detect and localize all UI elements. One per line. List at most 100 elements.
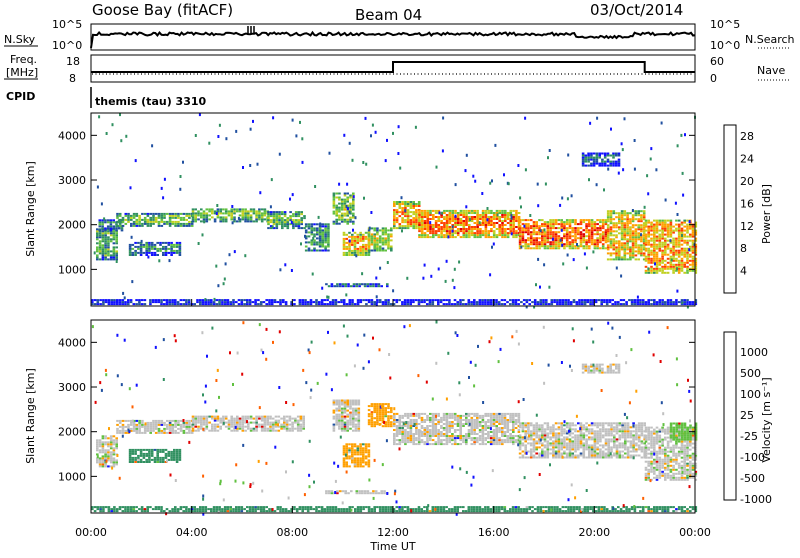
range-cell <box>512 236 515 238</box>
scatter-cell <box>302 161 304 164</box>
range-cell <box>512 216 515 218</box>
range-cell <box>410 223 413 225</box>
range-cell <box>115 445 118 447</box>
range-cell <box>493 421 496 423</box>
range-cell <box>482 421 485 423</box>
range-cell <box>593 153 596 155</box>
range-cell <box>129 449 132 451</box>
range-cell <box>623 299 626 301</box>
range-cell <box>569 233 572 235</box>
range-cell <box>471 230 474 232</box>
range-cell <box>368 409 371 411</box>
range-cell <box>191 426 194 428</box>
range-cell <box>147 426 150 428</box>
scatter-cell <box>312 273 314 276</box>
range-cell <box>588 235 591 237</box>
range-cell <box>173 457 176 459</box>
range-cell <box>155 299 158 301</box>
range-cell <box>313 250 316 252</box>
range-cell <box>357 240 360 242</box>
range-cell <box>365 303 368 305</box>
range-cell <box>289 418 292 420</box>
scatter-cell <box>375 131 377 134</box>
range-cell <box>335 223 338 225</box>
range-cell <box>399 215 402 217</box>
range-cell <box>169 430 172 432</box>
range-cell <box>689 301 692 303</box>
range-cell <box>247 220 250 222</box>
range-cell <box>670 266 673 268</box>
range-cell <box>650 299 653 301</box>
range-cell <box>443 218 446 220</box>
range-cell <box>99 240 102 242</box>
range-cell <box>102 238 105 240</box>
range-cell <box>544 237 547 239</box>
range-cell <box>538 245 541 247</box>
range-cell <box>642 301 645 303</box>
range-cell <box>299 303 302 305</box>
range-cell <box>487 210 490 212</box>
scatter-cell <box>669 239 671 242</box>
range-cell <box>343 463 346 465</box>
range-cell <box>115 227 118 229</box>
range-cell <box>319 239 322 241</box>
range-cell <box>141 299 144 301</box>
range-cell <box>255 220 258 222</box>
range-cell <box>692 270 695 272</box>
range-cell <box>96 439 99 441</box>
range-cell <box>376 227 379 229</box>
range-cell <box>558 247 561 249</box>
range-cell <box>626 224 629 226</box>
range-cell <box>598 163 601 165</box>
range-cell <box>618 220 621 222</box>
range-cell <box>580 237 583 239</box>
range-cell <box>448 423 451 425</box>
range-cell <box>373 423 376 425</box>
range-cell <box>255 426 258 428</box>
range-cell <box>369 285 372 287</box>
range-cell <box>426 435 429 437</box>
range-cell <box>692 266 695 268</box>
range-cell <box>141 225 144 227</box>
range-cell <box>555 235 558 237</box>
range-cell <box>415 227 418 229</box>
range-cell <box>335 418 338 420</box>
range-cell <box>493 218 496 220</box>
range-cell <box>615 236 618 238</box>
range-cell <box>647 220 650 222</box>
range-cell <box>443 226 446 228</box>
range-cell <box>324 248 327 250</box>
range-cell <box>376 403 379 405</box>
range-cell <box>426 425 429 427</box>
range-cell <box>343 457 346 459</box>
range-cell <box>487 212 490 214</box>
range-cell <box>465 234 468 236</box>
range-cell <box>594 233 597 235</box>
range-cell <box>158 424 161 426</box>
range-cell <box>354 445 357 447</box>
range-cell <box>211 424 214 426</box>
range-cell <box>459 303 462 305</box>
range-cell <box>446 222 449 224</box>
range-cell <box>675 299 678 301</box>
range-cell <box>148 459 151 461</box>
range-cell <box>424 427 427 429</box>
range-cell <box>133 223 136 225</box>
range-cell <box>410 201 413 203</box>
scatter-cell <box>452 225 454 228</box>
range-cell <box>465 413 468 415</box>
range-cell <box>664 234 667 236</box>
range-cell <box>647 228 650 230</box>
range-cell <box>368 237 371 239</box>
range-cell <box>672 264 675 266</box>
range-cell <box>468 228 471 230</box>
range-cell <box>172 424 175 426</box>
range-cell <box>617 303 620 305</box>
scatter-cell <box>96 234 98 237</box>
range-cell <box>692 262 695 264</box>
range-cell <box>552 231 555 233</box>
range-cell <box>675 301 678 303</box>
range-cell <box>203 420 206 422</box>
scatter-cell <box>198 242 200 245</box>
range-cell <box>250 430 253 432</box>
